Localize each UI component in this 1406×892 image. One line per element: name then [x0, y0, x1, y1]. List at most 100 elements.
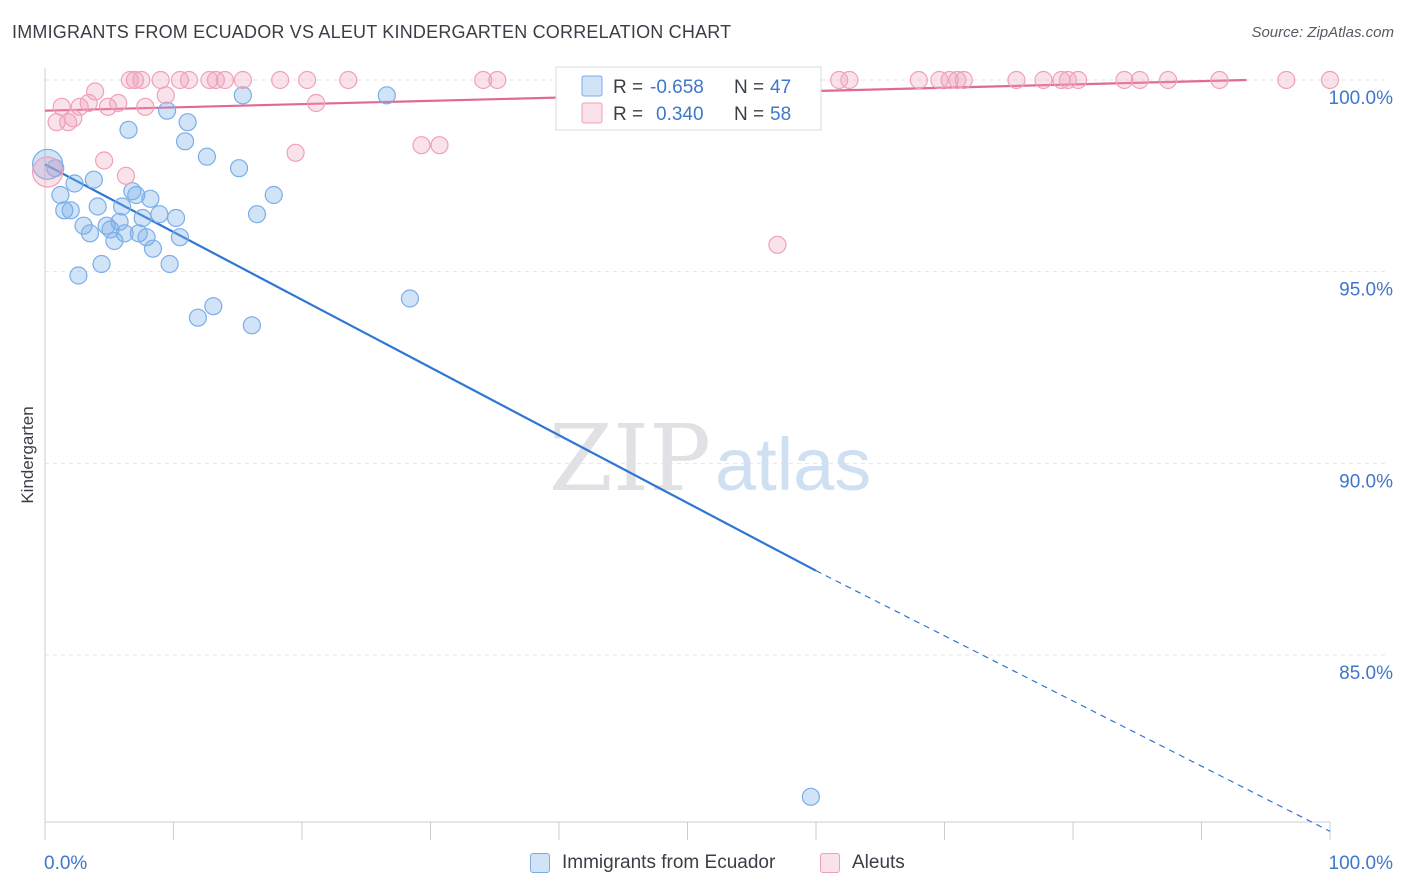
point-ecuador [80, 224, 100, 243]
point-ecuador [150, 205, 169, 224]
label-layer: 100.0% 95.0% 90.0% 85.0% 0.0% 100.0% Kindergar… [18, 88, 1393, 874]
point-aleuts [125, 70, 145, 90]
point-ecuador [105, 231, 124, 251]
legend-swatch-pink [581, 102, 603, 124]
legend-n-value-pink: 58 [770, 104, 791, 125]
point-ecuador [119, 120, 138, 139]
point-aleuts [136, 97, 155, 116]
point-aleuts [298, 70, 317, 90]
point-aleuts [156, 86, 175, 105]
point-aleuts [116, 166, 136, 185]
point-ecuador [377, 86, 396, 105]
point-aleuts [1158, 70, 1178, 90]
point-ecuador [61, 201, 80, 220]
point-aleuts [488, 70, 507, 90]
point-aleuts [1320, 70, 1340, 90]
point-aleuts [179, 70, 199, 90]
point-ecuador [166, 208, 186, 228]
point-ecuador [112, 197, 132, 216]
legend-n-label-pink: N = [734, 104, 764, 125]
legend-item-ecuador[interactable]: Immigrants from Ecuador [530, 852, 775, 874]
point-aleuts [1069, 70, 1088, 90]
point-aleuts [1130, 70, 1149, 90]
trendline-ecuador-extension [815, 570, 1331, 832]
series-legend: Immigrants from Ecuador Aleuts [0, 852, 1406, 878]
point-ecuador [242, 316, 261, 335]
legend-swatch-blue [581, 75, 603, 97]
point-ecuador [137, 228, 156, 247]
point-ecuador [143, 239, 163, 258]
point-ecuador [88, 197, 107, 216]
legend-r-value-blue: -0.658 [650, 77, 704, 98]
point-ecuador [92, 254, 111, 274]
watermark-zip: ZIP [549, 405, 711, 512]
legend-r-label-blue: R = [613, 77, 643, 98]
point-ecuador [127, 185, 146, 205]
point-aleuts [95, 151, 114, 170]
point-aleuts [132, 70, 151, 90]
legend-n-value-blue: 47 [770, 77, 791, 98]
point-aleuts [940, 70, 959, 90]
point-ecuador [801, 787, 820, 806]
point-ecuador [400, 289, 420, 308]
point-aleuts [1058, 70, 1077, 90]
legend-swatch-ecuador [530, 853, 550, 873]
point-aleuts [1007, 70, 1026, 90]
point-ecuador [247, 205, 267, 224]
legend-n-label-blue: N = [734, 77, 764, 98]
watermark-atlas: atlas [715, 423, 871, 506]
point-ecuador [204, 297, 223, 316]
point-ecuador [84, 170, 103, 189]
point-aleuts [909, 70, 928, 90]
point-ecuador [55, 201, 74, 220]
point-ecuador [170, 228, 190, 247]
point-aleuts [79, 93, 98, 113]
point-aleuts [339, 70, 358, 90]
y-tick-label: 85.0% [1339, 663, 1393, 684]
point-aleuts [52, 97, 71, 116]
point-aleuts [98, 97, 118, 116]
legend-r-label-pink: R = [613, 104, 643, 125]
point-ecuador [188, 308, 208, 327]
y-axis-label: Kindergarten [18, 406, 37, 503]
y-tick-label: 90.0% [1339, 471, 1393, 492]
point-aleuts [412, 136, 431, 155]
point-aleuts [215, 70, 234, 90]
point-aleuts [1115, 70, 1134, 90]
legend-swatch-aleuts [820, 853, 840, 873]
point-aleuts [86, 82, 105, 101]
point-aleuts [70, 97, 89, 116]
point-aleuts [64, 109, 83, 128]
point-aleuts [830, 70, 849, 90]
point-aleuts [31, 156, 64, 188]
point-aleuts [200, 70, 219, 90]
legend-item-aleuts[interactable]: Aleuts [820, 852, 905, 874]
point-ecuador [110, 212, 129, 231]
legend-label-ecuador: Immigrants from Ecuador [562, 852, 776, 873]
point-ecuador [233, 86, 252, 105]
point-aleuts [840, 70, 859, 90]
point-ecuador [141, 189, 160, 208]
watermark: ZIP atlas [549, 405, 871, 512]
point-aleuts [948, 70, 967, 90]
chart-title: IMMIGRANTS FROM ECUADOR VS ALEUT KINDERG… [12, 22, 732, 42]
point-ecuador [264, 185, 283, 205]
point-aleuts [1034, 70, 1053, 90]
legend-label-aleuts: Aleuts [852, 852, 905, 873]
point-aleuts [271, 70, 290, 90]
legend-r-value-pink: 0.340 [656, 104, 704, 125]
x-tick-label-min: 0.0% [44, 853, 87, 874]
point-ecuador [229, 159, 249, 178]
point-ecuador [115, 224, 134, 243]
point-aleuts [430, 136, 449, 155]
point-ecuador [197, 147, 217, 166]
point-aleuts [954, 70, 973, 90]
point-aleuts [1210, 70, 1229, 90]
point-aleuts [233, 70, 252, 90]
y-tick-label: 95.0% [1339, 280, 1393, 301]
x-tick-label-max: 100.0% [1329, 853, 1394, 874]
correlation-legend: R = -0.658 N = 47 R = 0.340 N = 58 [555, 66, 822, 131]
point-ecuador [65, 174, 84, 193]
axis-layer [44, 68, 1331, 840]
